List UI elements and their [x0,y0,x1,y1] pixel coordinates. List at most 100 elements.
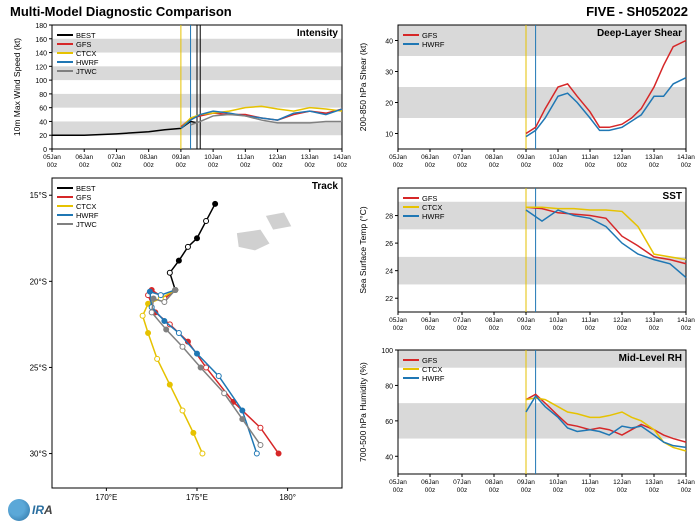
svg-text:Deep-Layer Shear: Deep-Layer Shear [597,28,682,39]
svg-text:00z: 00z [617,162,627,169]
svg-text:11Jan: 11Jan [237,154,255,161]
svg-text:00z: 00z [617,325,627,332]
svg-text:13Jan: 13Jan [645,317,663,324]
svg-text:05Jan: 05Jan [389,479,407,486]
svg-text:00z: 00z [489,162,499,169]
svg-text:06Jan: 06Jan [421,154,439,161]
svg-text:00z: 00z [553,325,563,332]
svg-text:CTCX: CTCX [422,203,442,212]
svg-text:11Jan: 11Jan [581,479,599,486]
svg-text:GFS: GFS [422,356,437,365]
svg-text:140: 140 [35,51,47,58]
svg-text:40: 40 [385,39,393,46]
svg-text:05Jan: 05Jan [43,154,61,161]
svg-text:00z: 00z [176,162,186,169]
svg-text:00z: 00z [585,325,595,332]
svg-text:10Jan: 10Jan [549,154,567,161]
svg-text:07Jan: 07Jan [108,154,126,161]
svg-text:00z: 00z [489,325,499,332]
svg-text:22: 22 [385,296,393,303]
svg-text:00z: 00z [585,487,595,494]
svg-text:00z: 00z [208,162,218,169]
svg-text:30°S: 30°S [30,450,47,459]
svg-text:08Jan: 08Jan [485,317,503,324]
svg-text:00z: 00z [337,162,347,169]
svg-text:06Jan: 06Jan [421,479,439,486]
svg-text:Track: Track [312,181,339,192]
svg-text:24: 24 [385,269,393,276]
svg-text:14Jan: 14Jan [333,154,351,161]
svg-text:100: 100 [35,78,47,85]
svg-text:60: 60 [39,106,47,113]
svg-text:180: 180 [35,23,47,30]
svg-text:00z: 00z [553,162,563,169]
svg-text:00z: 00z [393,487,403,494]
svg-text:14Jan: 14Jan [677,154,695,161]
svg-text:GFS: GFS [76,193,91,202]
svg-text:GFS: GFS [422,31,437,40]
svg-text:05Jan: 05Jan [389,317,407,324]
svg-text:13Jan: 13Jan [645,154,663,161]
svg-text:00z: 00z [272,162,282,169]
svg-text:00z: 00z [649,487,659,494]
svg-text:11Jan: 11Jan [581,154,599,161]
svg-text:20°S: 20°S [30,277,47,286]
svg-text:Mid-Level RH: Mid-Level RH [619,353,682,364]
svg-text:10: 10 [385,132,393,139]
svg-text:40: 40 [39,119,47,126]
svg-text:09Jan: 09Jan [172,154,190,161]
svg-text:09Jan: 09Jan [517,154,535,161]
svg-text:CTCX: CTCX [76,202,96,211]
svg-text:00z: 00z [617,487,627,494]
svg-text:28: 28 [385,214,393,221]
svg-text:00z: 00z [143,162,153,169]
svg-text:00z: 00z [393,162,403,169]
svg-text:00z: 00z [681,162,691,169]
svg-text:GFS: GFS [422,194,437,203]
svg-text:00z: 00z [305,162,315,169]
svg-text:160: 160 [35,37,47,44]
svg-text:06Jan: 06Jan [75,154,93,161]
svg-text:00z: 00z [585,162,595,169]
svg-text:CTCX: CTCX [422,365,442,374]
svg-text:00z: 00z [425,487,435,494]
svg-text:175°E: 175°E [186,493,208,502]
svg-text:40: 40 [385,454,393,461]
svg-text:HWRF: HWRF [422,374,445,383]
svg-text:00z: 00z [393,325,403,332]
svg-text:00z: 00z [47,162,57,169]
svg-text:Intensity: Intensity [297,28,339,39]
svg-text:Sea Surface Temp (°C): Sea Surface Temp (°C) [358,206,368,294]
svg-text:GFS: GFS [76,40,91,49]
svg-text:JTWC: JTWC [76,220,97,229]
svg-text:HWRF: HWRF [422,212,445,221]
svg-text:0: 0 [43,147,47,154]
svg-text:10m Max Wind Speed (kt): 10m Max Wind Speed (kt) [12,38,22,136]
svg-text:CTCX: CTCX [76,49,96,58]
svg-text:13Jan: 13Jan [301,154,319,161]
svg-text:120: 120 [35,64,47,71]
svg-text:00z: 00z [457,487,467,494]
svg-text:80: 80 [385,383,393,390]
svg-text:08Jan: 08Jan [485,479,503,486]
svg-text:00z: 00z [457,325,467,332]
svg-text:700-500 hPa Humidity (%): 700-500 hPa Humidity (%) [358,362,368,462]
svg-text:14Jan: 14Jan [677,479,695,486]
svg-text:08Jan: 08Jan [485,154,503,161]
svg-text:20: 20 [39,133,47,140]
svg-text:60: 60 [385,419,393,426]
svg-text:80: 80 [39,92,47,99]
svg-text:12Jan: 12Jan [613,154,631,161]
svg-text:170°E: 170°E [95,493,117,502]
svg-text:HWRF: HWRF [422,40,445,49]
svg-text:12Jan: 12Jan [613,317,631,324]
svg-text:200-850 hPa Shear (kt): 200-850 hPa Shear (kt) [358,43,368,132]
svg-text:07Jan: 07Jan [453,154,471,161]
svg-text:00z: 00z [425,162,435,169]
svg-text:12Jan: 12Jan [269,154,287,161]
svg-text:00z: 00z [521,487,531,494]
svg-text:07Jan: 07Jan [453,317,471,324]
svg-text:25°S: 25°S [30,363,47,372]
svg-text:BEST: BEST [76,31,96,40]
svg-text:10Jan: 10Jan [549,317,567,324]
